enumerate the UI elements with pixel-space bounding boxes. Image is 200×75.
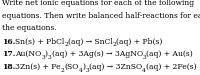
Text: 2: 2 — [64, 43, 68, 47]
Text: (aq) + 3Ag(s) → 3AgNO: (aq) + 3Ag(s) → 3AgNO — [52, 50, 143, 58]
Text: 3: 3 — [48, 55, 52, 60]
Text: equations. Then write balanced half-reactions for each of: equations. Then write balanced half-reac… — [2, 12, 200, 20]
Text: ): ) — [82, 63, 85, 71]
Text: ): ) — [45, 50, 48, 58]
Text: (aq) → 3ZnSO: (aq) → 3ZnSO — [89, 63, 142, 71]
Text: (aq) → SnCl: (aq) → SnCl — [68, 38, 113, 46]
Text: (aq) + 2Fe(s): (aq) + 2Fe(s) — [146, 63, 197, 71]
Text: (SO: (SO — [64, 63, 79, 71]
Text: 17.: 17. — [2, 50, 16, 58]
Text: 4: 4 — [142, 68, 146, 73]
Text: the equations.: the equations. — [2, 24, 57, 32]
Text: (aq) + Au(s): (aq) + Au(s) — [146, 50, 193, 58]
Text: 4: 4 — [79, 68, 82, 73]
Text: 3: 3 — [85, 68, 89, 73]
Text: 3Zn(s) + Fe: 3Zn(s) + Fe — [15, 63, 61, 71]
Text: 3: 3 — [143, 55, 146, 60]
Text: 2: 2 — [113, 43, 116, 47]
Text: 3: 3 — [41, 55, 45, 60]
Text: Write net ionic equations for each of the following: Write net ionic equations for each of th… — [2, 0, 195, 7]
Text: 16.: 16. — [2, 38, 16, 46]
Text: 2: 2 — [61, 68, 64, 73]
Text: 18.: 18. — [2, 63, 16, 71]
Text: Sn(s) + PbCl: Sn(s) + PbCl — [15, 38, 64, 46]
Text: (aq) + Pb(s): (aq) + Pb(s) — [116, 38, 163, 46]
Text: Au(NO: Au(NO — [15, 50, 41, 58]
